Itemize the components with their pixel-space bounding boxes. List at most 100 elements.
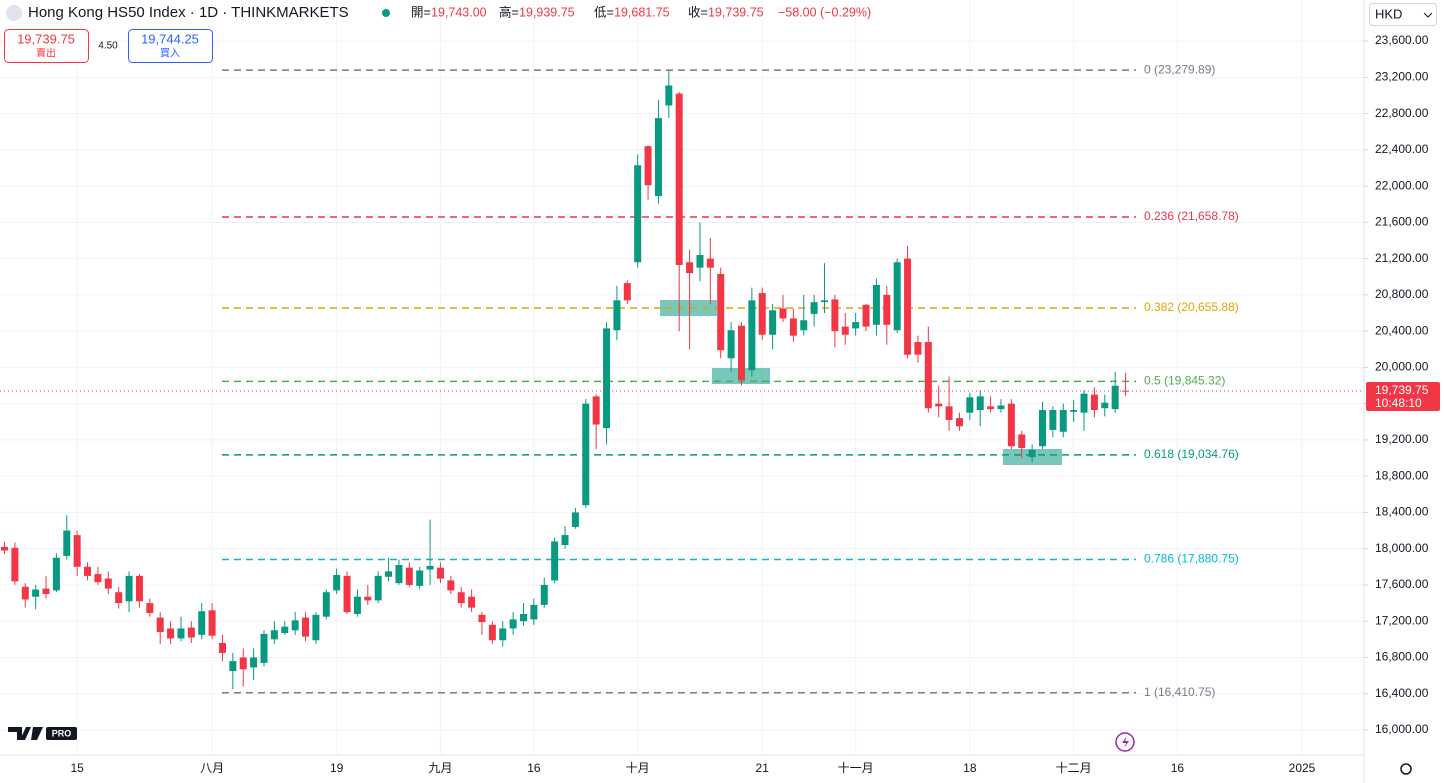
candle-body: [571, 512, 579, 527]
candle-body: [94, 574, 102, 583]
fib-label: 1 (16,410.75): [1144, 685, 1215, 699]
logo: PRO: [8, 727, 77, 740]
y-tick-label: 16,800.00: [1375, 650, 1429, 664]
y-tick-label: 22,800.00: [1375, 106, 1429, 120]
candle-body: [125, 575, 133, 602]
candle-body: [935, 403, 943, 407]
candle-body: [322, 592, 330, 617]
candle-body: [997, 405, 1005, 410]
candle-body: [852, 322, 860, 329]
fib-label: 0.786 (17,880.75): [1144, 552, 1239, 566]
candle-body: [779, 308, 787, 319]
buy-price: 19,744.25: [141, 31, 199, 46]
candle-body: [976, 396, 984, 410]
candle-body: [302, 617, 310, 637]
logo-text: PRO: [52, 728, 72, 738]
candle-body: [1059, 409, 1067, 432]
candle-body: [374, 575, 382, 601]
y-tick-label: 22,000.00: [1375, 178, 1429, 192]
candle-body: [291, 620, 299, 631]
ohlc-header: 開= 19,743.00 高= 19,939.75 低= 19,681.75 收= 19,73…: [411, 4, 764, 19]
candle-body: [1070, 409, 1078, 412]
y-tick-label: 17,600.00: [1375, 577, 1429, 591]
candle-body: [727, 330, 735, 359]
ohlc-value: 19,939.75: [519, 5, 575, 19]
candle-body: [42, 588, 50, 595]
candle-body: [634, 165, 642, 263]
alert-icon[interactable]: [1115, 732, 1135, 752]
candle-body: [146, 603, 154, 614]
x-tick-label: 16: [1171, 761, 1185, 775]
fib-label: 0.236 (21,658.78): [1144, 209, 1239, 223]
candle-body: [551, 541, 559, 581]
logo-mark: [8, 727, 43, 740]
candle-body: [654, 118, 662, 197]
alert-bolt: [1122, 736, 1129, 748]
candle-body: [84, 566, 92, 576]
candle-body: [904, 258, 912, 355]
y-tick-label: 23,200.00: [1375, 69, 1429, 83]
sell-button[interactable]: [4, 29, 89, 63]
x-tick-label: 21: [756, 761, 770, 775]
x-tick-label: 15: [70, 761, 84, 775]
candle-body: [520, 613, 527, 622]
candle-body: [32, 589, 40, 597]
last-price-label: 19,739.75: [1375, 383, 1429, 397]
y-tick-label: 22,400.00: [1375, 142, 1429, 156]
candle-body: [914, 342, 922, 355]
candle-body: [789, 318, 797, 336]
candle-body: [104, 578, 112, 589]
candle-body: [1101, 402, 1109, 409]
candle-body: [1080, 393, 1088, 413]
candle-body: [1018, 434, 1026, 449]
candle-body: [1, 546, 8, 551]
change: −58.00 (−0.29%): [778, 5, 871, 19]
buy-button[interactable]: [128, 29, 213, 63]
candle-body: [769, 310, 777, 335]
chart-title: Hong Kong HS50 Index · 1D · THINKMARKETS: [28, 4, 349, 21]
candle-body: [945, 406, 953, 420]
symbol-icon[interactable]: [6, 5, 22, 21]
candle-body: [966, 397, 974, 413]
fib-label: 0 (23,279.89): [1144, 62, 1215, 76]
currency: HKD: [1375, 6, 1402, 21]
x-tick-label: 2025: [1289, 761, 1316, 775]
x-tick-label: 十月: [626, 761, 650, 775]
candle-body: [644, 146, 652, 186]
candle-body: [810, 302, 818, 314]
candle-body: [800, 320, 808, 331]
x-tick-label: 16: [527, 761, 541, 775]
zones: [660, 300, 1062, 465]
candle-body: [198, 611, 206, 635]
currency-button[interactable]: [1369, 3, 1437, 26]
y-tick-label: 20,800.00: [1375, 287, 1429, 301]
candle-body: [270, 630, 278, 640]
ohlc-label: 收=: [688, 5, 708, 19]
ohlc-label: 開=: [411, 5, 431, 19]
candle-body: [115, 592, 123, 604]
y-tick-label: 20,400.00: [1375, 323, 1429, 337]
y-tick-label: 16,400.00: [1375, 686, 1429, 700]
candle-body: [1111, 385, 1119, 410]
candle-body: [883, 294, 891, 325]
candle-body: [623, 283, 631, 301]
candle-body: [540, 584, 548, 605]
candle-body: [603, 328, 611, 429]
candle-body: [1007, 403, 1015, 447]
x-tick-label: 十一月: [838, 761, 874, 775]
candle-body: [748, 300, 756, 371]
y-tick-label: 16,000.00: [1375, 722, 1429, 736]
candle-body: [831, 299, 839, 332]
market-status[interactable]: [382, 9, 390, 17]
candle-body: [696, 254, 704, 268]
candle-body: [706, 258, 714, 268]
zone: [660, 300, 717, 316]
settings-icon[interactable]: [1400, 763, 1412, 775]
candle-body: [21, 586, 29, 600]
candle-body: [478, 614, 486, 623]
y-tick-label: 20,000.00: [1375, 360, 1429, 374]
candle-body: [343, 575, 351, 613]
ohlc-value: 19,743.00: [431, 5, 487, 19]
candle-body: [239, 657, 247, 670]
